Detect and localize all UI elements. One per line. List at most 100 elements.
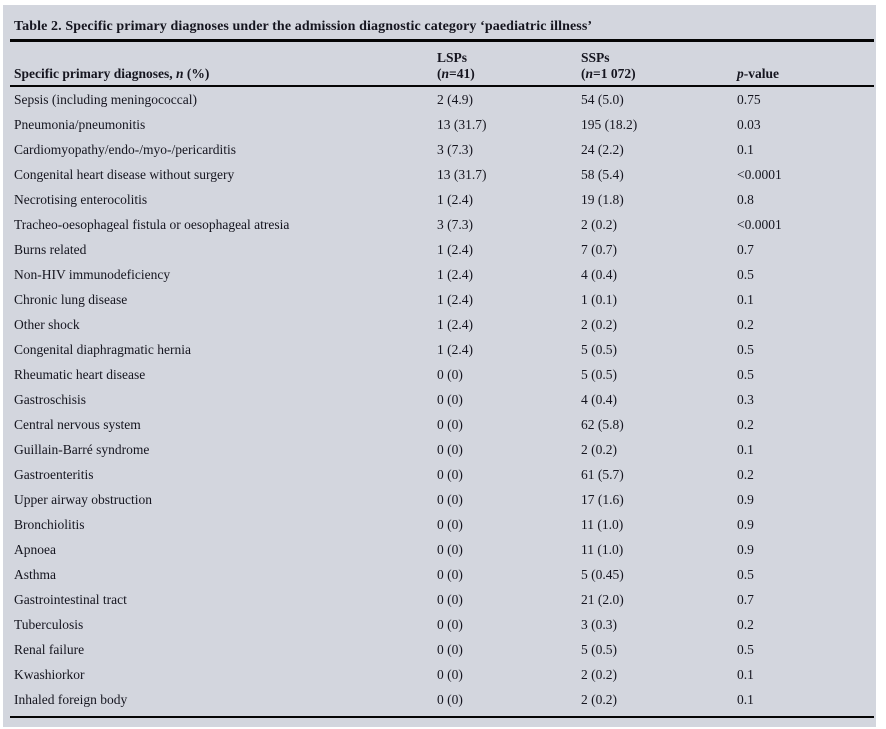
- table-wrap: Specific primary diagnoses, n (%) LSPs (…: [10, 42, 874, 718]
- ssp-n-post: =1 072): [593, 66, 636, 81]
- table-row: Asthma 0 (0) 5 (0.45) 0.5: [10, 562, 874, 587]
- pvalue-cell: 0.2: [737, 616, 754, 632]
- pvalue-italic-p: p: [737, 66, 744, 81]
- diagnosis-cell: Pneumonia/pneumonitis: [14, 116, 146, 132]
- table-row: Burns related 1 (2.4) 7 (0.7) 0.7: [10, 237, 874, 262]
- pvalue-cell: 0.8: [737, 191, 754, 207]
- lsp-value-cell: 13 (31.7): [437, 166, 487, 182]
- lsp-value-cell: 1 (2.4): [437, 191, 473, 207]
- diagnosis-cell: Gastroenteritis: [14, 466, 94, 482]
- diagnosis-header-italic-n: n: [176, 66, 184, 81]
- pvalue-cell: 0.2: [737, 466, 754, 482]
- diagnosis-cell: Tracheo-oesophageal fistula or oesophage…: [14, 216, 290, 232]
- ssp-value-cell: 5 (0.45): [581, 566, 624, 582]
- lsp-value-cell: 0 (0): [437, 641, 463, 657]
- ssp-value-cell: 2 (0.2): [581, 441, 617, 457]
- table-row: Chronic lung disease 1 (2.4) 1 (0.1) 0.1: [10, 287, 874, 312]
- pvalue-cell: 0.9: [737, 541, 754, 557]
- table-row: Kwashiorkor 0 (0) 2 (0.2) 0.1: [10, 662, 874, 687]
- table-row: Pneumonia/pneumonitis 13 (31.7) 195 (18.2)…: [10, 112, 874, 137]
- header-row: Specific primary diagnoses, n (%) LSPs (…: [10, 42, 874, 87]
- diagnosis-cell: Apnoea: [14, 541, 56, 557]
- pvalue-cell: 0.5: [737, 366, 754, 382]
- table-body: Sepsis (including meningococcal) 2 (4.9) 5…: [10, 86, 874, 712]
- diagnosis-cell: Congenital diaphragmatic hernia: [14, 341, 191, 357]
- diagnosis-cell: Sepsis (including meningococcal): [14, 91, 197, 107]
- lsp-value-cell: 3 (7.3): [437, 216, 473, 232]
- table-row: Gastrointestinal tract 0 (0) 21 (2.0) 0.7: [10, 587, 874, 612]
- table-row: Central nervous system 0 (0) 62 (5.8) 0.2: [10, 412, 874, 437]
- lsp-value-cell: 1 (2.4): [437, 341, 473, 357]
- table-header: Specific primary diagnoses, n (%) LSPs (…: [10, 42, 874, 87]
- lsp-n-pre: (: [437, 66, 442, 81]
- table-row: Bronchiolitis 0 (0) 11 (1.0) 0.9: [10, 512, 874, 537]
- lsp-value-cell: 0 (0): [437, 666, 463, 682]
- table-row: Rheumatic heart disease 0 (0) 5 (0.5) 0.5: [10, 362, 874, 387]
- lsp-header-line1: LSPs: [437, 50, 468, 65]
- pvalue-cell: 0.5: [737, 566, 754, 582]
- lsp-value-cell: 0 (0): [437, 566, 463, 582]
- ssp-column-header: SSPs (n=1 072): [581, 42, 737, 87]
- pvalue-cell: 0.5: [737, 341, 754, 357]
- diagnosis-cell: Upper airway obstruction: [14, 491, 152, 507]
- diagnosis-cell: Tuberculosis: [14, 616, 84, 632]
- table-panel: Table 2. Specific primary diagnoses unde…: [3, 5, 876, 727]
- ssp-value-cell: 21 (2.0): [581, 591, 624, 607]
- table-row: Congenital diaphragmatic hernia 1 (2.4) 5 …: [10, 337, 874, 362]
- ssp-value-cell: 24 (2.2): [581, 141, 624, 157]
- lsp-column-header: LSPs (n=41): [437, 42, 581, 87]
- table-row: Congenital heart disease without surgery…: [10, 162, 874, 187]
- pvalue-cell: 0.7: [737, 241, 754, 257]
- lsp-value-cell: 1 (2.4): [437, 266, 473, 282]
- diagnosis-header-suffix: (%): [183, 66, 210, 81]
- pvalue-cell: 0.5: [737, 266, 754, 282]
- ssp-value-cell: 61 (5.7): [581, 466, 624, 482]
- diagnosis-cell: Necrotising enterocolitis: [14, 191, 148, 207]
- table-row: Gastroenteritis 0 (0) 61 (5.7) 0.2: [10, 462, 874, 487]
- lsp-value-cell: 0 (0): [437, 441, 463, 457]
- ssp-value-cell: 2 (0.2): [581, 216, 617, 232]
- diagnosis-cell: Congenital heart disease without surgery: [14, 166, 235, 182]
- ssp-header-line2: (n=1 072): [581, 66, 737, 82]
- pvalue-column-header: p-value: [737, 42, 874, 87]
- ssp-italic-n: n: [585, 66, 594, 81]
- pvalue-cell: <0.0001: [737, 166, 782, 182]
- lsp-value-cell: 0 (0): [437, 541, 463, 557]
- pvalue-cell: 0.3: [737, 391, 754, 407]
- ssp-value-cell: 1 (0.1): [581, 291, 617, 307]
- ssp-value-cell: 195 (18.2): [581, 116, 638, 132]
- table-row: Inhaled foreign body 0 (0) 2 (0.2) 0.1: [10, 687, 874, 712]
- ssp-header-line1: SSPs: [581, 50, 610, 65]
- pvalue-cell: 0.2: [737, 416, 754, 432]
- ssp-n-pre: (: [581, 66, 586, 81]
- lsp-value-cell: 13 (31.7): [437, 116, 487, 132]
- diagnosis-cell: Cardiomyopathy/endo-/myo-/pericarditis: [14, 141, 236, 157]
- table-row: Sepsis (including meningococcal) 2 (4.9) 5…: [10, 86, 874, 112]
- ssp-value-cell: 2 (0.2): [581, 691, 617, 707]
- table-row: Upper airway obstruction 0 (0) 17 (1.6) 0.9: [10, 487, 874, 512]
- table-row: Tracheo-oesophageal fistula or oesophage…: [10, 212, 874, 237]
- lsp-value-cell: 1 (2.4): [437, 291, 473, 307]
- lsp-value-cell: 0 (0): [437, 516, 463, 532]
- diagnosis-cell: Burns related: [14, 241, 87, 257]
- table-row: Tuberculosis 0 (0) 3 (0.3) 0.2: [10, 612, 874, 637]
- pvalue-cell: 0.9: [737, 516, 754, 532]
- pvalue-cell: 0.1: [737, 666, 754, 682]
- ssp-value-cell: 19 (1.8): [581, 191, 624, 207]
- pvalue-cell: 0.7: [737, 591, 754, 607]
- table-row: Gastroschisis 0 (0) 4 (0.4) 0.3: [10, 387, 874, 412]
- diagnosis-cell: Gastrointestinal tract: [14, 591, 127, 607]
- lsp-value-cell: 3 (7.3): [437, 141, 473, 157]
- ssp-value-cell: 4 (0.4): [581, 391, 617, 407]
- ssp-value-cell: 5 (0.5): [581, 366, 617, 382]
- diagnosis-header-text: Specific primary diagnoses,: [14, 66, 176, 81]
- lsp-value-cell: 0 (0): [437, 616, 463, 632]
- ssp-value-cell: 11 (1.0): [581, 516, 624, 532]
- table-row: Cardiomyopathy/endo-/myo-/pericarditis 3 …: [10, 137, 874, 162]
- table-row: Renal failure 0 (0) 5 (0.5) 0.5: [10, 637, 874, 662]
- ssp-value-cell: 11 (1.0): [581, 541, 624, 557]
- diagnosis-cell: Non-HIV immunodeficiency: [14, 266, 171, 282]
- pvalue-cell: 0.75: [737, 91, 761, 107]
- ssp-value-cell: 62 (5.8): [581, 416, 624, 432]
- table-row: Non-HIV immunodeficiency 1 (2.4) 4 (0.4) 0.…: [10, 262, 874, 287]
